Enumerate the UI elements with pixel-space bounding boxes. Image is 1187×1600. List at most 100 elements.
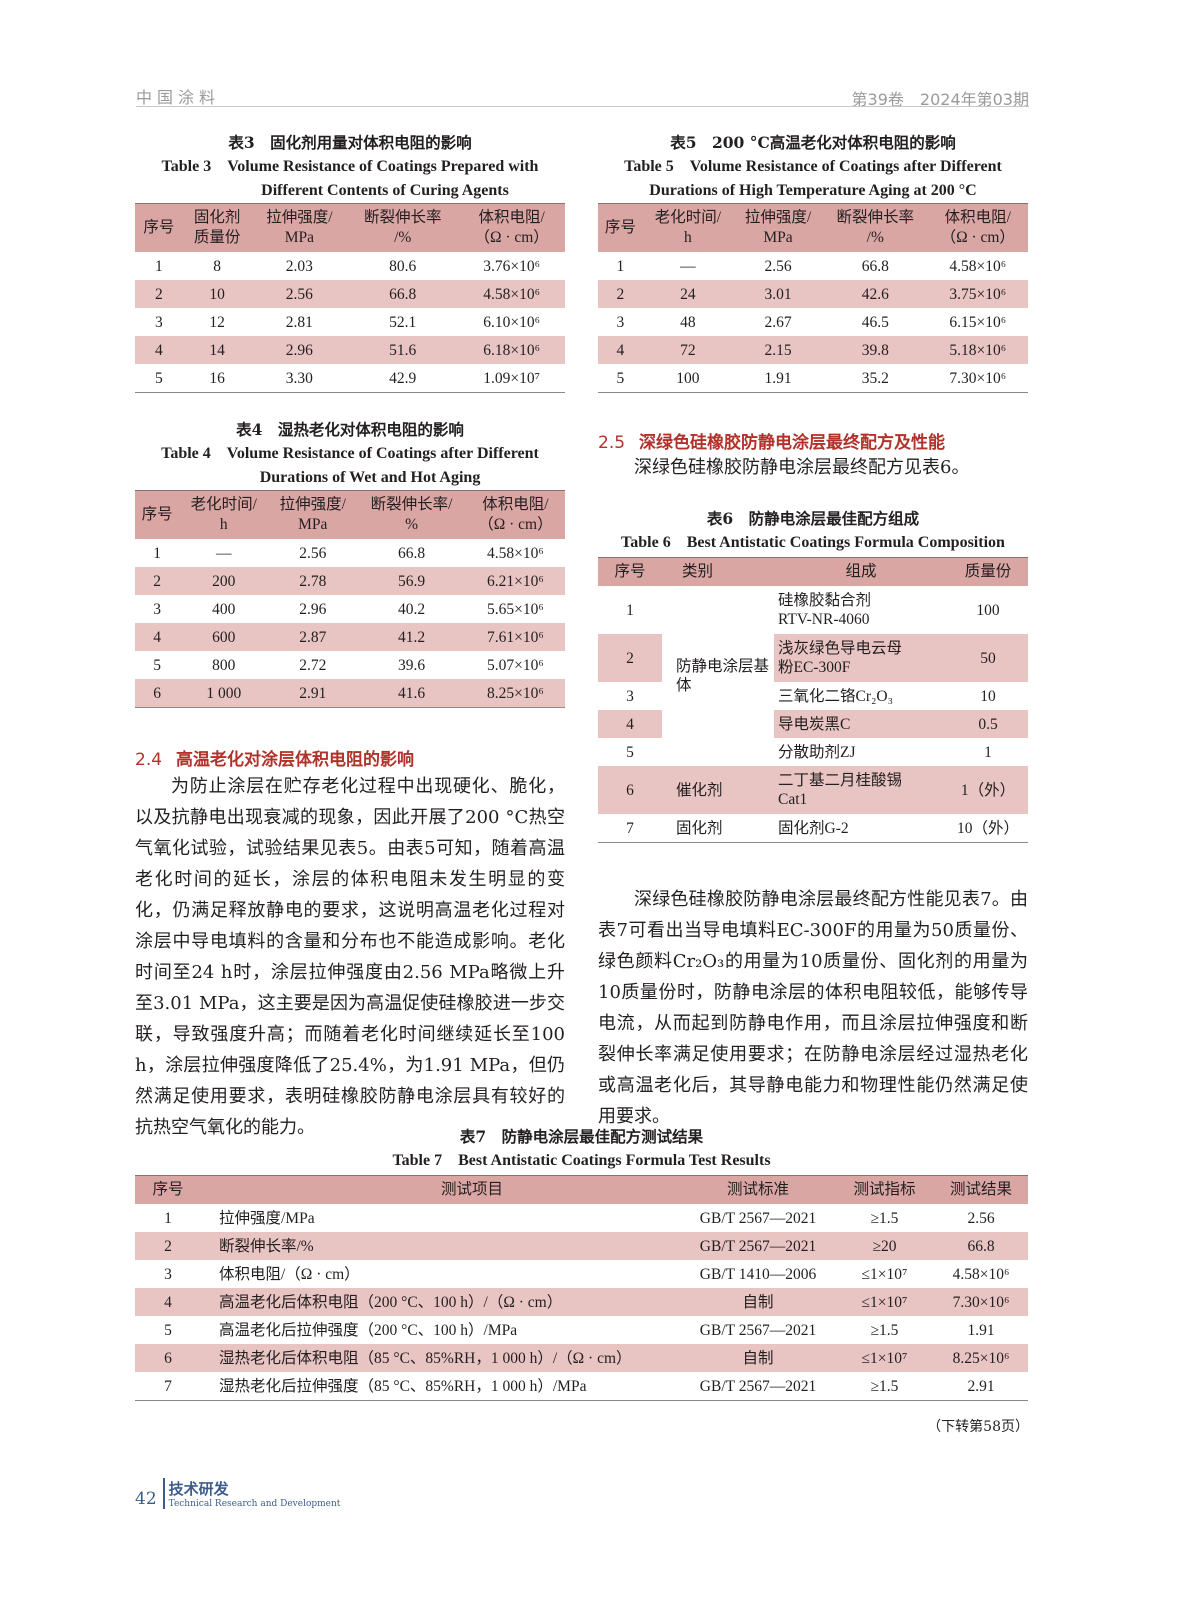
table-cell: 2.56	[299, 544, 327, 562]
col-header-line: h	[684, 229, 692, 246]
issue-info: 第39卷 2024年第03期	[851, 90, 1029, 109]
col-header: 质量份	[948, 557, 1028, 586]
table-row: 4 72 2.15 39.8 5.18×10⁶	[598, 336, 1028, 364]
col-header: 体积电阻/ （Ω · cm）	[927, 203, 1028, 252]
table-cell: GB/T 2567—2021	[699, 1209, 817, 1227]
table-cell: 5.65×10⁶	[487, 600, 544, 618]
footer-section-en: Technical Research and Development	[168, 1499, 341, 1509]
table-cell: 6.10×10⁶	[483, 313, 541, 331]
table-cell: —	[680, 257, 696, 275]
page-number: 42	[135, 1488, 157, 1509]
table-cell: 2	[135, 567, 180, 595]
table-cell: ≤1×10⁷	[835, 1344, 934, 1372]
col-header-line: 序号	[141, 506, 173, 523]
composition-line: 固化剂G-2	[778, 819, 849, 837]
table-cell: 100	[642, 364, 733, 393]
table-cell-no: 4	[598, 710, 662, 738]
table-cell: ≤1×10⁷	[861, 1265, 908, 1283]
table5-title-en: Table 5 Volume Resistance of Coatings af…	[624, 158, 1002, 175]
table-cell: —	[216, 544, 232, 562]
col-header-line: 老化时间/	[190, 496, 257, 513]
table7-title-cn: 表7 防静电涂层最佳配方测试结果	[459, 1127, 704, 1146]
table-cell-composition: 固化剂G-2	[774, 814, 948, 843]
col-header-line: %	[405, 516, 418, 533]
table-cell: 42.6	[823, 280, 928, 308]
table-cell: 66.8	[397, 544, 426, 562]
table-cell: 6.15×10⁶	[949, 313, 1007, 331]
table7: 序号 测试项目 测试标准 测试指标 测试结果 1 拉伸强度/MPa GB/T 256…	[135, 1175, 1028, 1401]
table-cell: 2.56	[967, 1209, 995, 1227]
table-cell: GB/T 2567—2021	[681, 1372, 835, 1401]
col-header-line: 断裂伸长率	[363, 209, 442, 226]
table6-block: 表6 防静电涂层最佳配方组成 Table 6 Best Antistatic C…	[598, 507, 1028, 843]
table-cell-composition: 导电炭黑C	[774, 710, 948, 738]
col-header: 组成	[774, 557, 948, 586]
table-cell: 3	[153, 600, 162, 618]
table-cell: 5	[598, 364, 643, 393]
table-cell: 2.03	[285, 257, 313, 275]
table-cell: 16	[182, 364, 252, 393]
table-cell: 7.30×10⁶	[934, 1288, 1028, 1316]
section-2-5-heading: 2.5 深绿色硅橡胶防静电涂层最终配方及性能	[598, 428, 945, 453]
table-row: 6 催化剂 二丁基二月桂酸锡 Cat1 1（外）	[598, 766, 1028, 814]
col-header: 类别	[662, 557, 774, 586]
table-cell: 3	[164, 1265, 172, 1283]
col-header-line: h	[219, 516, 228, 533]
table-row: 7 湿热老化后拉伸强度（85 °C、85%RH，1 000 h）/MPa GB/T …	[135, 1372, 1028, 1401]
col-header: 拉伸强度/MPa	[732, 203, 824, 252]
table-cell: 自制	[681, 1288, 835, 1316]
table-cell: ≥1.5	[870, 1321, 899, 1339]
col-header-line: （Ω · cm）	[478, 516, 553, 533]
table-cell-category: 防静电涂层基体	[662, 586, 774, 766]
table-cell: 2.91	[268, 679, 358, 708]
col-header-line: 断裂伸长率/	[370, 496, 453, 513]
table-cell: 2	[135, 280, 183, 308]
col-header-line: 固化剂	[193, 209, 241, 226]
table-cell: 6	[135, 1344, 201, 1372]
col-header-line: MPa	[298, 516, 328, 533]
table3-title-en: Table 3 Volume Resistance of Coatings Pr…	[161, 158, 539, 175]
table-cell: 800	[212, 656, 236, 674]
table4-caption: 表4 湿热老化对体积电阻的影响 Table 4 Volume Resistanc…	[135, 418, 565, 490]
col-header-line: 断裂伸长率	[836, 209, 915, 226]
table-cell: 8	[213, 257, 221, 275]
table-row: 4 导电炭黑C 0.5	[598, 710, 1028, 738]
table-cell: 6.21×10⁶	[465, 567, 565, 595]
col-header: 老化时间/h	[179, 490, 269, 539]
col-header: 测试结果	[934, 1175, 1028, 1204]
table-row: 5 16 3.30 42.9 1.09×10⁷	[135, 364, 565, 393]
table-cell: 2	[135, 1232, 201, 1260]
table-cell: 2.67	[764, 313, 792, 331]
col-header: 序号	[135, 1175, 201, 1204]
table-cell: 2.72	[299, 656, 327, 674]
table-row: 2 断裂伸长率/% GB/T 2567—2021 ≥20 66.8	[135, 1232, 1028, 1260]
table-cell: 4	[135, 336, 183, 364]
col-header-line: 拉伸强度/	[266, 209, 333, 226]
table-cell: 3.75×10⁶	[927, 280, 1028, 308]
table-cell-no: 7	[598, 814, 662, 843]
table-cell: 80.6	[389, 257, 417, 275]
table7-caption: 表7 防静电涂层最佳配方测试结果 Table 7 Best Antistatic…	[135, 1125, 1028, 1173]
col-header-line: /%	[394, 229, 412, 246]
composition-line: 导电炭黑C	[778, 715, 851, 733]
table-cell: 高温老化后体积电阻（200 °C、100 h）/（Ω · cm）	[201, 1288, 681, 1316]
journal-name: 中国涂料	[136, 88, 221, 107]
table-cell-parts: 50	[948, 634, 1028, 682]
table-cell: 1.91	[967, 1321, 995, 1339]
table-row: 5 分散助剂ZJ 1	[598, 738, 1028, 766]
table-cell: 4.58×10⁶	[952, 1265, 1010, 1283]
table-cell: 35.2	[823, 364, 928, 393]
table-cell: 高温老化后拉伸强度（200 °C、100 h）/MPa	[219, 1321, 518, 1339]
table-cell-parts: 10（外）	[948, 814, 1028, 843]
col-header: 断裂伸长率 /%	[347, 203, 459, 252]
table-cell: 2.15	[732, 336, 824, 364]
table-row: 1 防静电涂层基体 硅橡胶黏合剂 RTV-NR-4060 100	[598, 586, 1028, 766]
col-header: 拉伸强度/MPa	[251, 203, 348, 252]
table-cell: 湿热老化后体积电阻（85 °C、85%RH，1 000 h）/（Ω · cm）	[201, 1344, 681, 1372]
section-number: 2.4	[135, 750, 163, 770]
table4-block: 表4 湿热老化对体积电阻的影响 Table 4 Volume Resistanc…	[135, 418, 565, 708]
col-header: 老化时间/h	[642, 203, 733, 252]
table-row: 1 拉伸强度/MPa GB/T 2567—2021 ≥1.5 2.56	[135, 1204, 1028, 1232]
section-number: 2.5	[598, 433, 626, 453]
col-header: 体积电阻/ （Ω · cm）	[465, 490, 565, 539]
